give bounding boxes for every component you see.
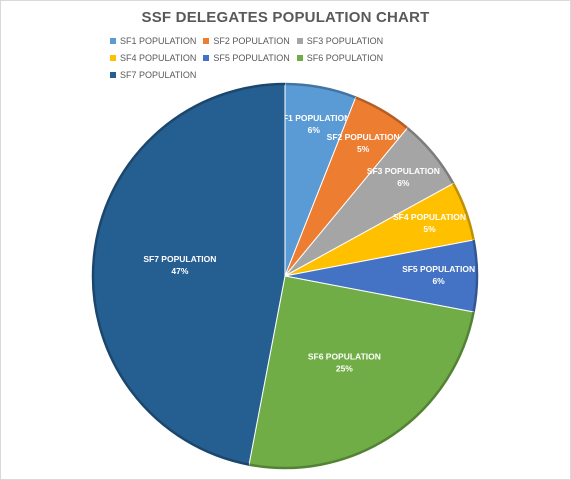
slice-value-sf5: 6%	[432, 276, 445, 286]
slice-label-sf3: SF3 POPULATION	[367, 166, 440, 176]
slice-label-sf6: SF6 POPULATION	[308, 351, 381, 361]
legend-swatch-sf1	[110, 38, 116, 44]
chart-title: SSF DELEGATES POPULATION CHART	[141, 9, 430, 26]
pie-slice-edge-sf4	[452, 182, 475, 241]
legend-item-sf7: SF7 POPULATION	[110, 70, 196, 80]
pie-slice-edge-sf2	[355, 96, 409, 130]
slice-label-sf7: SF7 POPULATION	[143, 254, 216, 264]
legend-swatch-sf2	[203, 38, 210, 44]
slice-label-sf5: SF5 POPULATION	[402, 264, 475, 274]
legend-swatch-sf7	[110, 72, 116, 78]
legend-item-sf3: SF3 POPULATION	[296, 36, 384, 46]
pie-slice-edge-sf3	[406, 127, 455, 185]
legend-label-sf4: SF4 POPULATION	[120, 53, 197, 63]
legend-item-sf2: SF2 POPULATION	[203, 36, 290, 46]
legend-swatch-sf6	[296, 55, 303, 61]
legend-item-sf6: SF6 POPULATION	[296, 53, 384, 63]
legend-label-sf3: SF3 POPULATION	[306, 36, 384, 46]
legend-label-sf5: SF5 POPULATION	[213, 53, 290, 63]
chart-legend: SF1 POPULATION SF2 POPULATION SF3 POPULATI…	[110, 36, 470, 80]
legend-label-sf2: SF2 POPULATION	[213, 36, 290, 46]
slice-value-sf1: 6%	[308, 125, 321, 135]
pie-slice-edge-sf1	[284, 82, 357, 99]
slice-value-sf4: 5%	[423, 224, 436, 234]
pie-slice-edge-sf5	[472, 239, 479, 313]
pie-slice-edge-sf6	[248, 311, 475, 470]
slice-label-sf4: SF4 POPULATION	[393, 212, 466, 222]
slice-value-sf3: 6%	[397, 178, 410, 188]
legend-item-sf4: SF4 POPULATION	[110, 53, 196, 63]
slice-label-sf2: SF2 POPULATION	[327, 132, 400, 142]
legend-label-sf7: SF7 POPULATION	[120, 70, 197, 80]
legend-swatch-sf5	[203, 55, 210, 61]
pie-slice-edge-sf7	[91, 82, 286, 466]
slice-value-sf7: 47%	[171, 266, 188, 276]
legend-label-sf1: SF1 POPULATION	[120, 36, 197, 46]
pie-slice-sf7	[92, 83, 286, 466]
legend-swatch-sf3	[296, 38, 303, 44]
slice-label-sf1: SF1 POPULATION	[277, 113, 350, 123]
slice-value-sf6: 25%	[336, 363, 353, 373]
legend-item-sf1: SF1 POPULATION	[110, 36, 196, 46]
legend-item-sf5: SF5 POPULATION	[203, 53, 290, 63]
slice-value-sf2: 5%	[357, 144, 370, 154]
legend-label-sf6: SF6 POPULATION	[306, 53, 384, 63]
legend-swatch-sf4	[110, 55, 116, 61]
